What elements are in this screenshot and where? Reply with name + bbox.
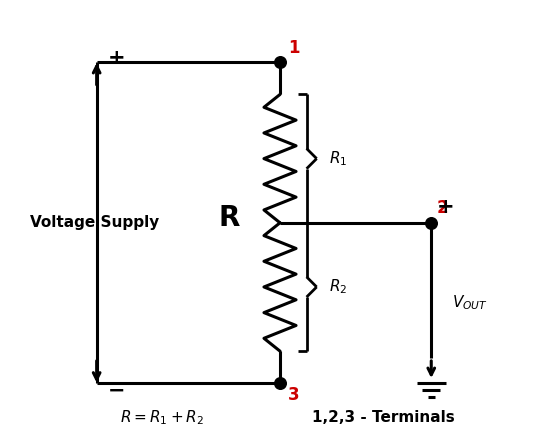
Text: R: R — [219, 204, 240, 232]
Text: 3: 3 — [288, 385, 300, 404]
Text: $R_1$: $R_1$ — [329, 149, 347, 168]
Text: +: + — [108, 48, 126, 68]
Text: $R = R_1 + R_2$: $R = R_1 + R_2$ — [120, 408, 204, 427]
Text: +: + — [437, 197, 455, 217]
Text: 1: 1 — [288, 39, 300, 57]
Point — [276, 380, 284, 387]
Text: 1,2,3 - Terminals: 1,2,3 - Terminals — [312, 410, 455, 425]
Text: −: − — [108, 380, 125, 400]
Point — [427, 219, 436, 226]
Text: $V_{OUT}$: $V_{OUT}$ — [452, 294, 488, 312]
Point — [276, 59, 284, 66]
Text: $R_2$: $R_2$ — [329, 278, 347, 296]
Text: 2: 2 — [437, 199, 449, 217]
Text: Voltage Supply: Voltage Supply — [30, 215, 160, 230]
